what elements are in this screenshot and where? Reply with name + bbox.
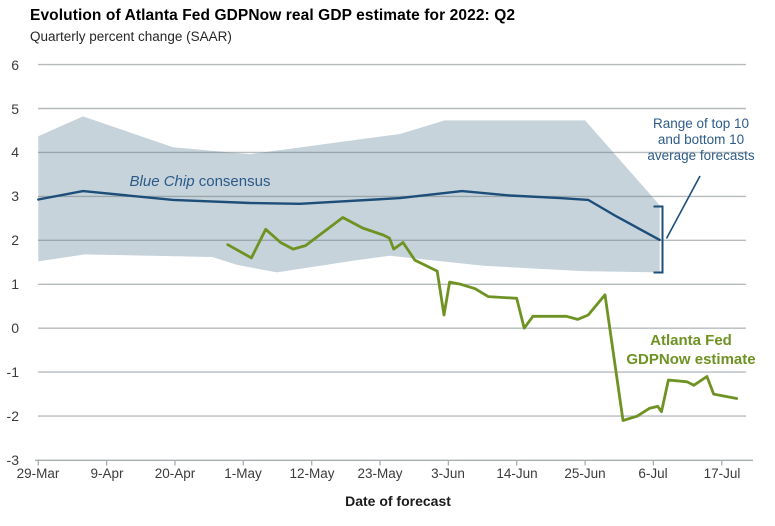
y-tick-label: 6 [11,57,19,73]
y-tick-label: 4 [11,144,19,160]
y-tick-label: 1 [11,276,19,292]
x-tick-label: 12-May [289,466,335,481]
range-label-line2: and bottom 10 [657,132,745,147]
range-label-line3: average forecasts [647,148,755,163]
x-axis-title: Date of forecast [345,493,451,509]
y-tick-label: -1 [6,364,19,380]
gdpnow-label-line1: Atlanta Fed [650,332,732,349]
x-tick-label: 29-Mar [16,466,60,481]
x-tick-label: 14-Jun [496,466,538,481]
x-tick-label: 1-May [224,466,262,481]
y-tick-label: 3 [11,188,19,204]
forecast-range-band [38,116,660,273]
y-tick-label: -2 [6,408,19,424]
chart-subtitle: Quarterly percent change (SAAR) [30,29,232,44]
blue-chip-consensus-line [37,189,661,242]
blue-chip-consensus-label: Blue Chip consensus [100,173,300,190]
chart-generated-layer [35,63,753,466]
range-annotation-label: Range of top 10 and bottom 10 average fo… [626,116,775,164]
x-tick-label: 23-May [357,466,403,481]
y-tick-label: 2 [11,232,19,248]
gdpnow-estimate-line [226,216,739,422]
gdpnow-label-line2: GDPNow estimate [626,351,756,368]
range-bracket [653,205,664,274]
y-tick-label: 0 [11,320,19,336]
range-annotation-pointer-line [665,175,701,239]
y-tick-label: -3 [6,452,19,468]
blue-chip-label-rest: consensus [194,173,271,190]
x-tick-label: 6-Jul [638,466,668,481]
y-tick-label: 5 [11,101,19,117]
blue-chip-label-italic: Blue Chip [129,173,195,190]
chart-title: Evolution of Atlanta Fed GDPNow real GDP… [30,7,516,24]
x-tick-label: 20-Apr [154,466,196,481]
gdpnow-estimate-label: Atlanta Fed GDPNow estimate [606,331,775,369]
x-tick-label: 25-Jun [564,466,606,481]
range-label-line1: Range of top 10 [652,116,750,131]
x-tick-label: 9-Apr [90,466,124,481]
x-tick-label: 3-Jun [431,466,465,481]
x-tick-label: 17-Jul [703,466,741,481]
